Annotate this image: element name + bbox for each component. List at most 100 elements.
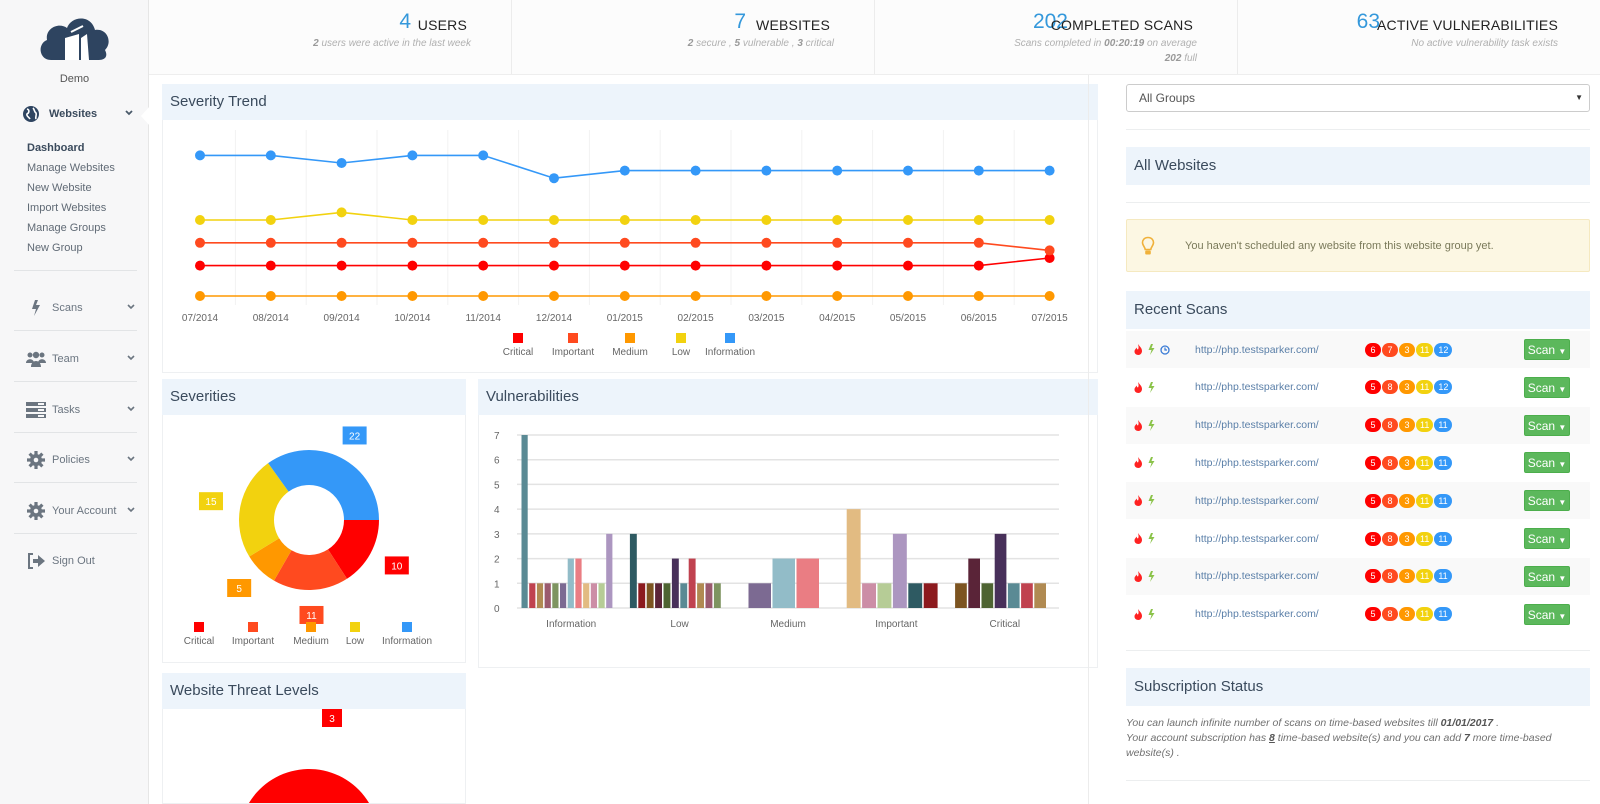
lightbulb-icon xyxy=(1141,236,1155,254)
subnav-manage-groups[interactable]: Manage Groups xyxy=(27,222,106,234)
legend-swatch-medium xyxy=(625,333,635,343)
website-url-link[interactable]: http://php.testsparker.com/ xyxy=(1195,381,1319,394)
bar xyxy=(772,558,795,608)
caret-down-icon: ▼ xyxy=(1558,460,1567,470)
threat-levels-panel: 3 xyxy=(162,709,466,804)
data-point-important xyxy=(903,237,913,248)
scan-dropdown-button[interactable]: Scan ▼ xyxy=(1524,452,1570,474)
x-tick-label: 07/2014 xyxy=(182,313,219,324)
severity-badge-important: 8 xyxy=(1382,531,1398,546)
subnav-new-group[interactable]: New Group xyxy=(27,242,83,254)
sidebar-item-sign-out[interactable]: Sign Out xyxy=(26,551,136,571)
scan-dropdown-button[interactable]: Scan ▼ xyxy=(1524,414,1570,436)
scan-status-icons xyxy=(1126,495,1195,507)
subnav-dashboard[interactable]: Dashboard xyxy=(27,142,85,154)
fire-icon xyxy=(1134,381,1142,393)
data-point-medium xyxy=(619,291,630,301)
data-point-critical xyxy=(903,260,913,271)
sidebar-item-tasks[interactable]: Tasks xyxy=(26,400,136,420)
group-select[interactable]: All Groups ▼ xyxy=(1126,84,1590,112)
data-point-important xyxy=(407,237,418,248)
data-point-medium xyxy=(265,291,276,301)
x-tick-label: 12/2014 xyxy=(536,313,573,324)
subnav-import-websites[interactable]: Import Websites xyxy=(27,202,107,214)
fire-icon xyxy=(1134,608,1142,620)
gear-icon xyxy=(27,451,45,469)
scan-dropdown-button[interactable]: Scan ▼ xyxy=(1524,490,1570,512)
subnav-new-website[interactable]: New Website xyxy=(27,182,92,194)
sidebar-item-websites[interactable]: Websites xyxy=(22,104,134,124)
severity-slice xyxy=(249,538,292,581)
scan-dropdown-button[interactable]: Scan ▼ xyxy=(1524,603,1570,625)
severity-badge-important: 8 xyxy=(1382,569,1398,584)
bar xyxy=(705,583,713,608)
severity-slice xyxy=(327,520,379,579)
scan-dropdown-button[interactable]: Scan ▼ xyxy=(1524,565,1570,587)
bolt-icon xyxy=(32,300,40,316)
data-point-information xyxy=(195,150,205,161)
divider xyxy=(1126,129,1590,130)
right-column xyxy=(1088,75,1600,804)
data-point-critical xyxy=(336,260,347,271)
website-url-link[interactable]: http://php.testsparker.com/ xyxy=(1195,608,1319,621)
website-url-link[interactable]: http://php.testsparker.com/ xyxy=(1195,419,1319,432)
data-point-important xyxy=(973,237,984,248)
divider xyxy=(14,533,137,534)
y-tick-label: 6 xyxy=(494,456,500,467)
x-tick-label: 05/2015 xyxy=(890,313,927,324)
data-label-box xyxy=(322,709,342,727)
sidebar-item-scans[interactable]: Scans xyxy=(26,298,136,318)
scan-dropdown-button[interactable]: Scan ▼ xyxy=(1524,339,1570,360)
user-name: Demo xyxy=(59,73,90,85)
sidebar-item-policies[interactable]: Policies xyxy=(26,450,136,470)
scan-dropdown-button[interactable]: Scan ▼ xyxy=(1524,376,1570,398)
stat-completed-scans: 202 COMPLETED SCANS Scans completed in 0… xyxy=(875,0,1238,74)
bar xyxy=(529,583,536,608)
scan-status-icons xyxy=(1126,381,1195,393)
subnav-manage-websites[interactable]: Manage Websites xyxy=(27,162,115,174)
fire-icon xyxy=(1134,533,1142,544)
legend-swatch-important xyxy=(248,622,258,632)
severity-trend-panel: 07/2014 08/2014 09/2014 10/2014 11/2014 12/20… xyxy=(162,120,1098,373)
vulnerabilities-header: Vulnerabilities xyxy=(478,379,1098,415)
scan-dropdown-button[interactable]: Scan ▼ xyxy=(1524,528,1570,549)
data-point-low xyxy=(549,215,559,225)
website-url-link[interactable]: http://php.testsparker.com/ xyxy=(1195,570,1319,583)
severity-badge-low: 11 xyxy=(1416,342,1434,357)
website-url-link[interactable]: http://php.testsparker.com/ xyxy=(1195,532,1319,545)
x-tick-label: 01/2015 xyxy=(607,313,644,324)
severity-badge-information: 11 xyxy=(1434,607,1452,622)
all-websites-header: All Websites xyxy=(1126,147,1590,185)
y-tick-label: 4 xyxy=(494,505,500,516)
stat-number: 63 xyxy=(1356,10,1380,33)
data-point-low xyxy=(478,215,489,225)
bar xyxy=(560,583,567,608)
data-point-low xyxy=(832,215,843,225)
data-point-important xyxy=(549,237,559,248)
website-url-link[interactable]: http://php.testsparker.com/ xyxy=(1195,494,1319,507)
website-url-link[interactable]: http://php.testsparker.com/ xyxy=(1195,343,1319,356)
alert-text: You haven't scheduled any website from t… xyxy=(1185,239,1494,252)
legend-swatch-low xyxy=(350,622,360,632)
sidebar-item-label: Tasks xyxy=(52,404,81,416)
scan-status-icons xyxy=(1126,533,1195,544)
bolt-icon xyxy=(1148,381,1155,393)
legend-swatch-information xyxy=(402,622,412,632)
x-tick-label: Critical xyxy=(990,619,1021,630)
severity-badge-information: 11 xyxy=(1434,493,1452,508)
data-point-medium xyxy=(195,291,205,301)
sidebar-item-team[interactable]: Team xyxy=(26,349,136,369)
severity-badge-critical: 5 xyxy=(1365,380,1381,395)
severity-badge-medium: 3 xyxy=(1399,380,1415,395)
website-url-link[interactable]: http://php.testsparker.com/ xyxy=(1195,456,1319,469)
x-tick-label: 11/2014 xyxy=(465,313,501,324)
severity-badge-medium: 3 xyxy=(1399,342,1415,357)
sidebar-item-your-account[interactable]: Your Account xyxy=(26,501,136,521)
severity-badge-information: 11 xyxy=(1434,418,1452,433)
sidebar: Demo Websites Dashboard Manage Websites … xyxy=(0,0,150,804)
caret-down-icon: ▼ xyxy=(1558,384,1567,394)
legend-label-critical: Critical xyxy=(184,636,215,647)
data-point-medium xyxy=(478,291,489,301)
data-point-critical xyxy=(690,260,701,271)
severity-badges: 5 8 3 11 11 xyxy=(1365,531,1545,546)
